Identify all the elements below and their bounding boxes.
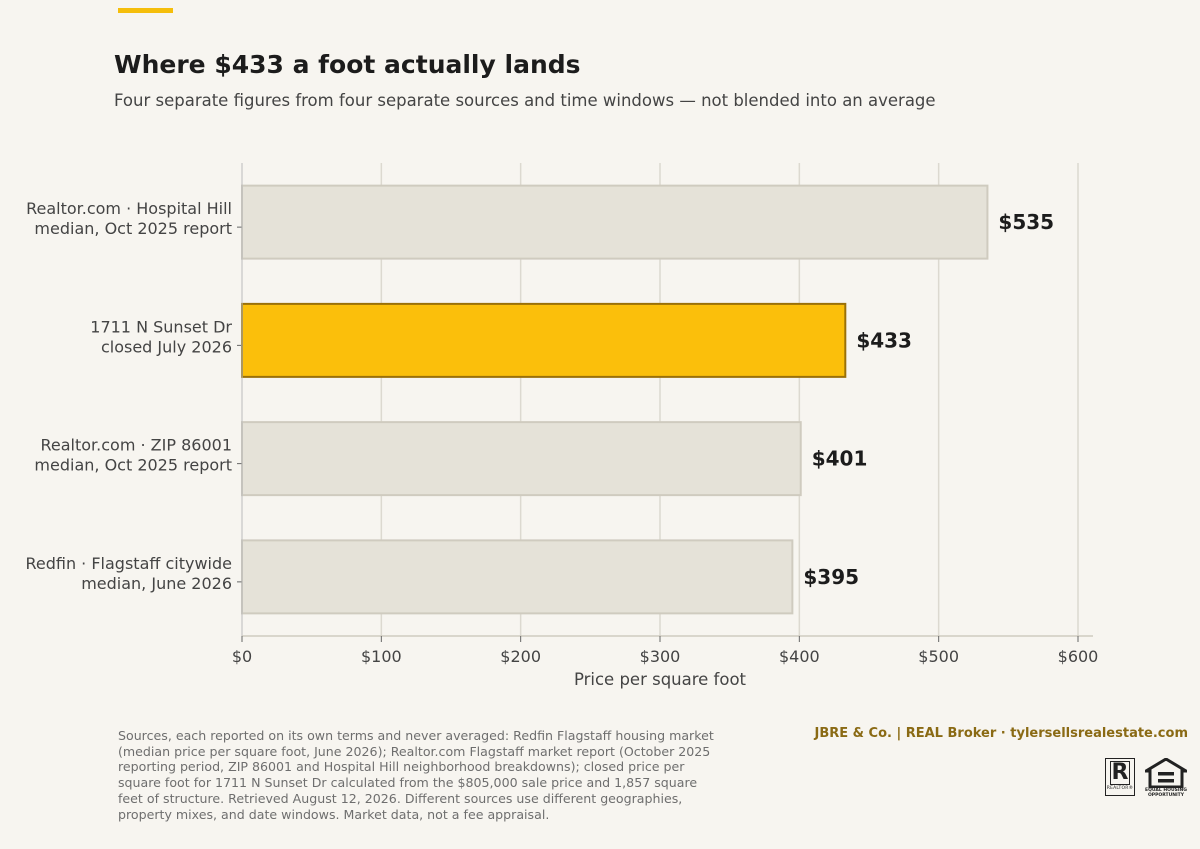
bar bbox=[241, 184, 989, 260]
chart-subtitle: Four separate figures from four separate… bbox=[114, 91, 936, 110]
x-tick-label: $400 bbox=[779, 647, 820, 666]
chart-title: Where $433 a foot actually lands bbox=[114, 50, 581, 79]
logos: R REALTOR® EQUAL HOUSING OPPORTUNITY bbox=[1105, 758, 1189, 802]
x-tick-label: $100 bbox=[361, 647, 402, 666]
bar-value-label: $433 bbox=[856, 328, 912, 352]
x-tick-label: $200 bbox=[500, 647, 541, 666]
bar-value-label: $401 bbox=[812, 447, 868, 471]
brand-line: JBRE & Co. | REAL Broker · tylersellsrea… bbox=[814, 726, 1189, 741]
category-label: 1711 N Sunset Dr bbox=[90, 317, 232, 336]
x-axis-title: Price per square foot bbox=[574, 670, 747, 689]
x-tick-label: $600 bbox=[1058, 647, 1099, 666]
x-tick-label: $500 bbox=[918, 647, 959, 666]
bar-value-label: $535 bbox=[998, 210, 1054, 234]
bar bbox=[241, 302, 847, 378]
category-label: Realtor.com · ZIP 86001 bbox=[41, 436, 233, 455]
bar bbox=[241, 539, 794, 615]
equal-housing-logo-icon: EQUAL HOUSING OPPORTUNITY bbox=[1143, 758, 1189, 802]
category-label: median, Oct 2025 report bbox=[34, 219, 232, 238]
category-label: median, June 2026 bbox=[81, 574, 232, 593]
accent-bar bbox=[118, 8, 173, 13]
category-label: Realtor.com · Hospital Hill bbox=[26, 199, 232, 218]
category-label: closed July 2026 bbox=[101, 337, 232, 356]
realtor-logo-icon: R REALTOR® bbox=[1105, 758, 1135, 796]
category-label: median, Oct 2025 report bbox=[34, 456, 232, 475]
x-tick-label: $300 bbox=[640, 647, 681, 666]
x-tick-label: $0 bbox=[232, 647, 252, 666]
sources-note: Sources, each reported on its own terms … bbox=[118, 728, 714, 822]
bar-value-label: $395 bbox=[803, 565, 859, 589]
category-label: Redfin · Flagstaff citywide bbox=[25, 554, 232, 573]
bar bbox=[241, 421, 802, 497]
